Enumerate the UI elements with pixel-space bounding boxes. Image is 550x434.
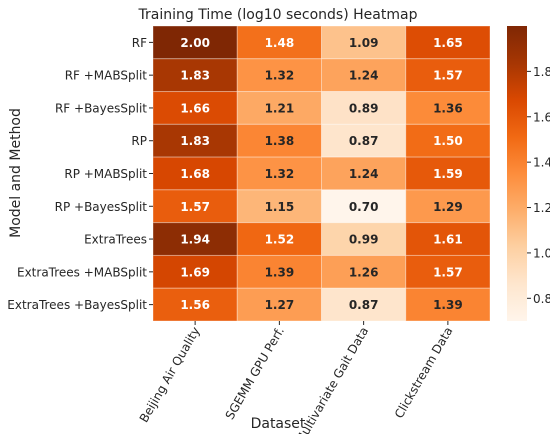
cell-value-label: 1.83: [180, 134, 210, 148]
cell-value-label: 1.15: [265, 200, 295, 214]
heatmap-cell: [321, 222, 407, 256]
heatmap-cell: [321, 254, 407, 289]
cell-value-label: 1.57: [180, 200, 210, 214]
heatmap-cells: 2.00 1.48 1.09 1.65 1.83 1.32 1.24 1.57 1.66 1.21…: [152, 25, 491, 322]
cell-value-label: 1.21: [265, 101, 295, 115]
heatmap-cell: [405, 58, 491, 93]
cell-value-label: 1.48: [265, 36, 295, 50]
cell-value-label: 1.38: [265, 134, 295, 148]
row-label: RF: [132, 36, 147, 50]
row-label: RF +BayesSplit: [55, 101, 147, 115]
heatmap-cell: [152, 25, 238, 60]
cell-value-label: 1.24: [349, 69, 379, 83]
cell-value-label: 0.89: [349, 101, 379, 115]
colorbar-tick-label: 1.4: [533, 156, 550, 170]
cell-value-label: 1.94: [180, 233, 210, 247]
heatmap-cell: [405, 91, 491, 125]
cell-value-label: 1.27: [265, 298, 295, 312]
cell-value-label: 1.32: [265, 69, 295, 83]
x-axis-title: Dataset: [251, 416, 306, 432]
cell-value-label: 0.87: [349, 298, 379, 312]
heatmap-cell: [152, 189, 238, 224]
heatmap-cell: [152, 254, 238, 289]
row-label: ExtraTrees +MABSplit: [17, 265, 147, 279]
cell-value-label: 1.68: [180, 167, 210, 181]
heatmap-cell: [405, 123, 491, 158]
heatmap-cell: [405, 25, 491, 60]
heatmap-cell: [236, 58, 322, 93]
row-label: RP: [131, 134, 147, 148]
row-label: ExtraTrees: [84, 233, 147, 247]
heatmap-cell: [405, 156, 491, 191]
cell-value-label: 1.29: [433, 200, 463, 214]
cell-value-label: 0.87: [349, 134, 379, 148]
chart-title: Training Time (log10 seconds) Heatmap: [138, 7, 418, 23]
cell-value-label: 1.32: [265, 167, 295, 181]
heatmap-cell: [321, 156, 407, 191]
cell-value-label: 2.00: [180, 36, 210, 50]
colorbar-gradient: [507, 26, 527, 321]
column-label: Beijing Air Quality: [137, 325, 203, 425]
colorbar: 0.8 1.0 1.2 1.4 1.6 1.8: [507, 26, 550, 321]
cell-value-label: 1.39: [433, 298, 463, 312]
colorbar-tick-label: 1.6: [533, 110, 550, 124]
heatmap-cell: [405, 189, 491, 224]
heatmap-cell: [405, 287, 491, 322]
colorbar-tick-label: 1.0: [533, 246, 550, 260]
heatmap-cell: [236, 156, 322, 191]
column-label: SGEMM GPU Perf.: [223, 325, 287, 422]
cell-value-label: 1.59: [433, 167, 463, 181]
heatmap-cell: [321, 25, 407, 60]
row-label: RP +BayesSplit: [55, 200, 148, 214]
cell-value-label: 1.24: [349, 167, 379, 181]
heatmap-cell: [321, 189, 407, 224]
cell-value-label: 1.66: [180, 101, 210, 115]
cell-value-label: 1.52: [265, 233, 295, 247]
cell-value-label: 1.56: [180, 298, 210, 312]
y-axis-title: Model and Method: [8, 108, 24, 238]
cell-value-label: 1.61: [433, 233, 463, 247]
row-labels: RF RF +MABSplit RF +BayesSplit RP RP +MABSpl…: [7, 36, 153, 312]
cell-value-label: 1.09: [349, 36, 379, 50]
heatmap-cell: [236, 91, 322, 125]
cell-value-label: 1.65: [433, 36, 463, 50]
heatmap-cell: [236, 189, 322, 224]
cell-value-label: 1.83: [180, 69, 210, 83]
row-label: ExtraTrees +BayesSplit: [7, 298, 147, 312]
heatmap-cell: [236, 123, 322, 158]
cell-value-label: 0.70: [349, 200, 379, 214]
row-label: RP +MABSplit: [64, 167, 147, 181]
cell-value-label: 1.57: [433, 69, 463, 83]
colorbar-tick-label: 1.8: [533, 65, 550, 79]
column-label: Clickstream Data: [392, 325, 456, 421]
cell-value-label: 1.39: [265, 265, 295, 279]
heatmap-cell: [405, 222, 491, 256]
cell-value-label: 1.57: [433, 265, 463, 279]
heatmap-cell: [236, 25, 322, 60]
cell-value-label: 1.50: [433, 134, 463, 148]
cell-value-label: 0.99: [349, 233, 379, 247]
row-label: RF +MABSplit: [65, 69, 148, 83]
cell-value-label: 1.26: [349, 265, 379, 279]
cell-value-label: 1.36: [433, 101, 463, 115]
colorbar-tick-label: 1.2: [533, 201, 550, 215]
colorbar-tick-label: 0.8: [533, 292, 550, 306]
cell-value-label: 1.69: [180, 265, 210, 279]
